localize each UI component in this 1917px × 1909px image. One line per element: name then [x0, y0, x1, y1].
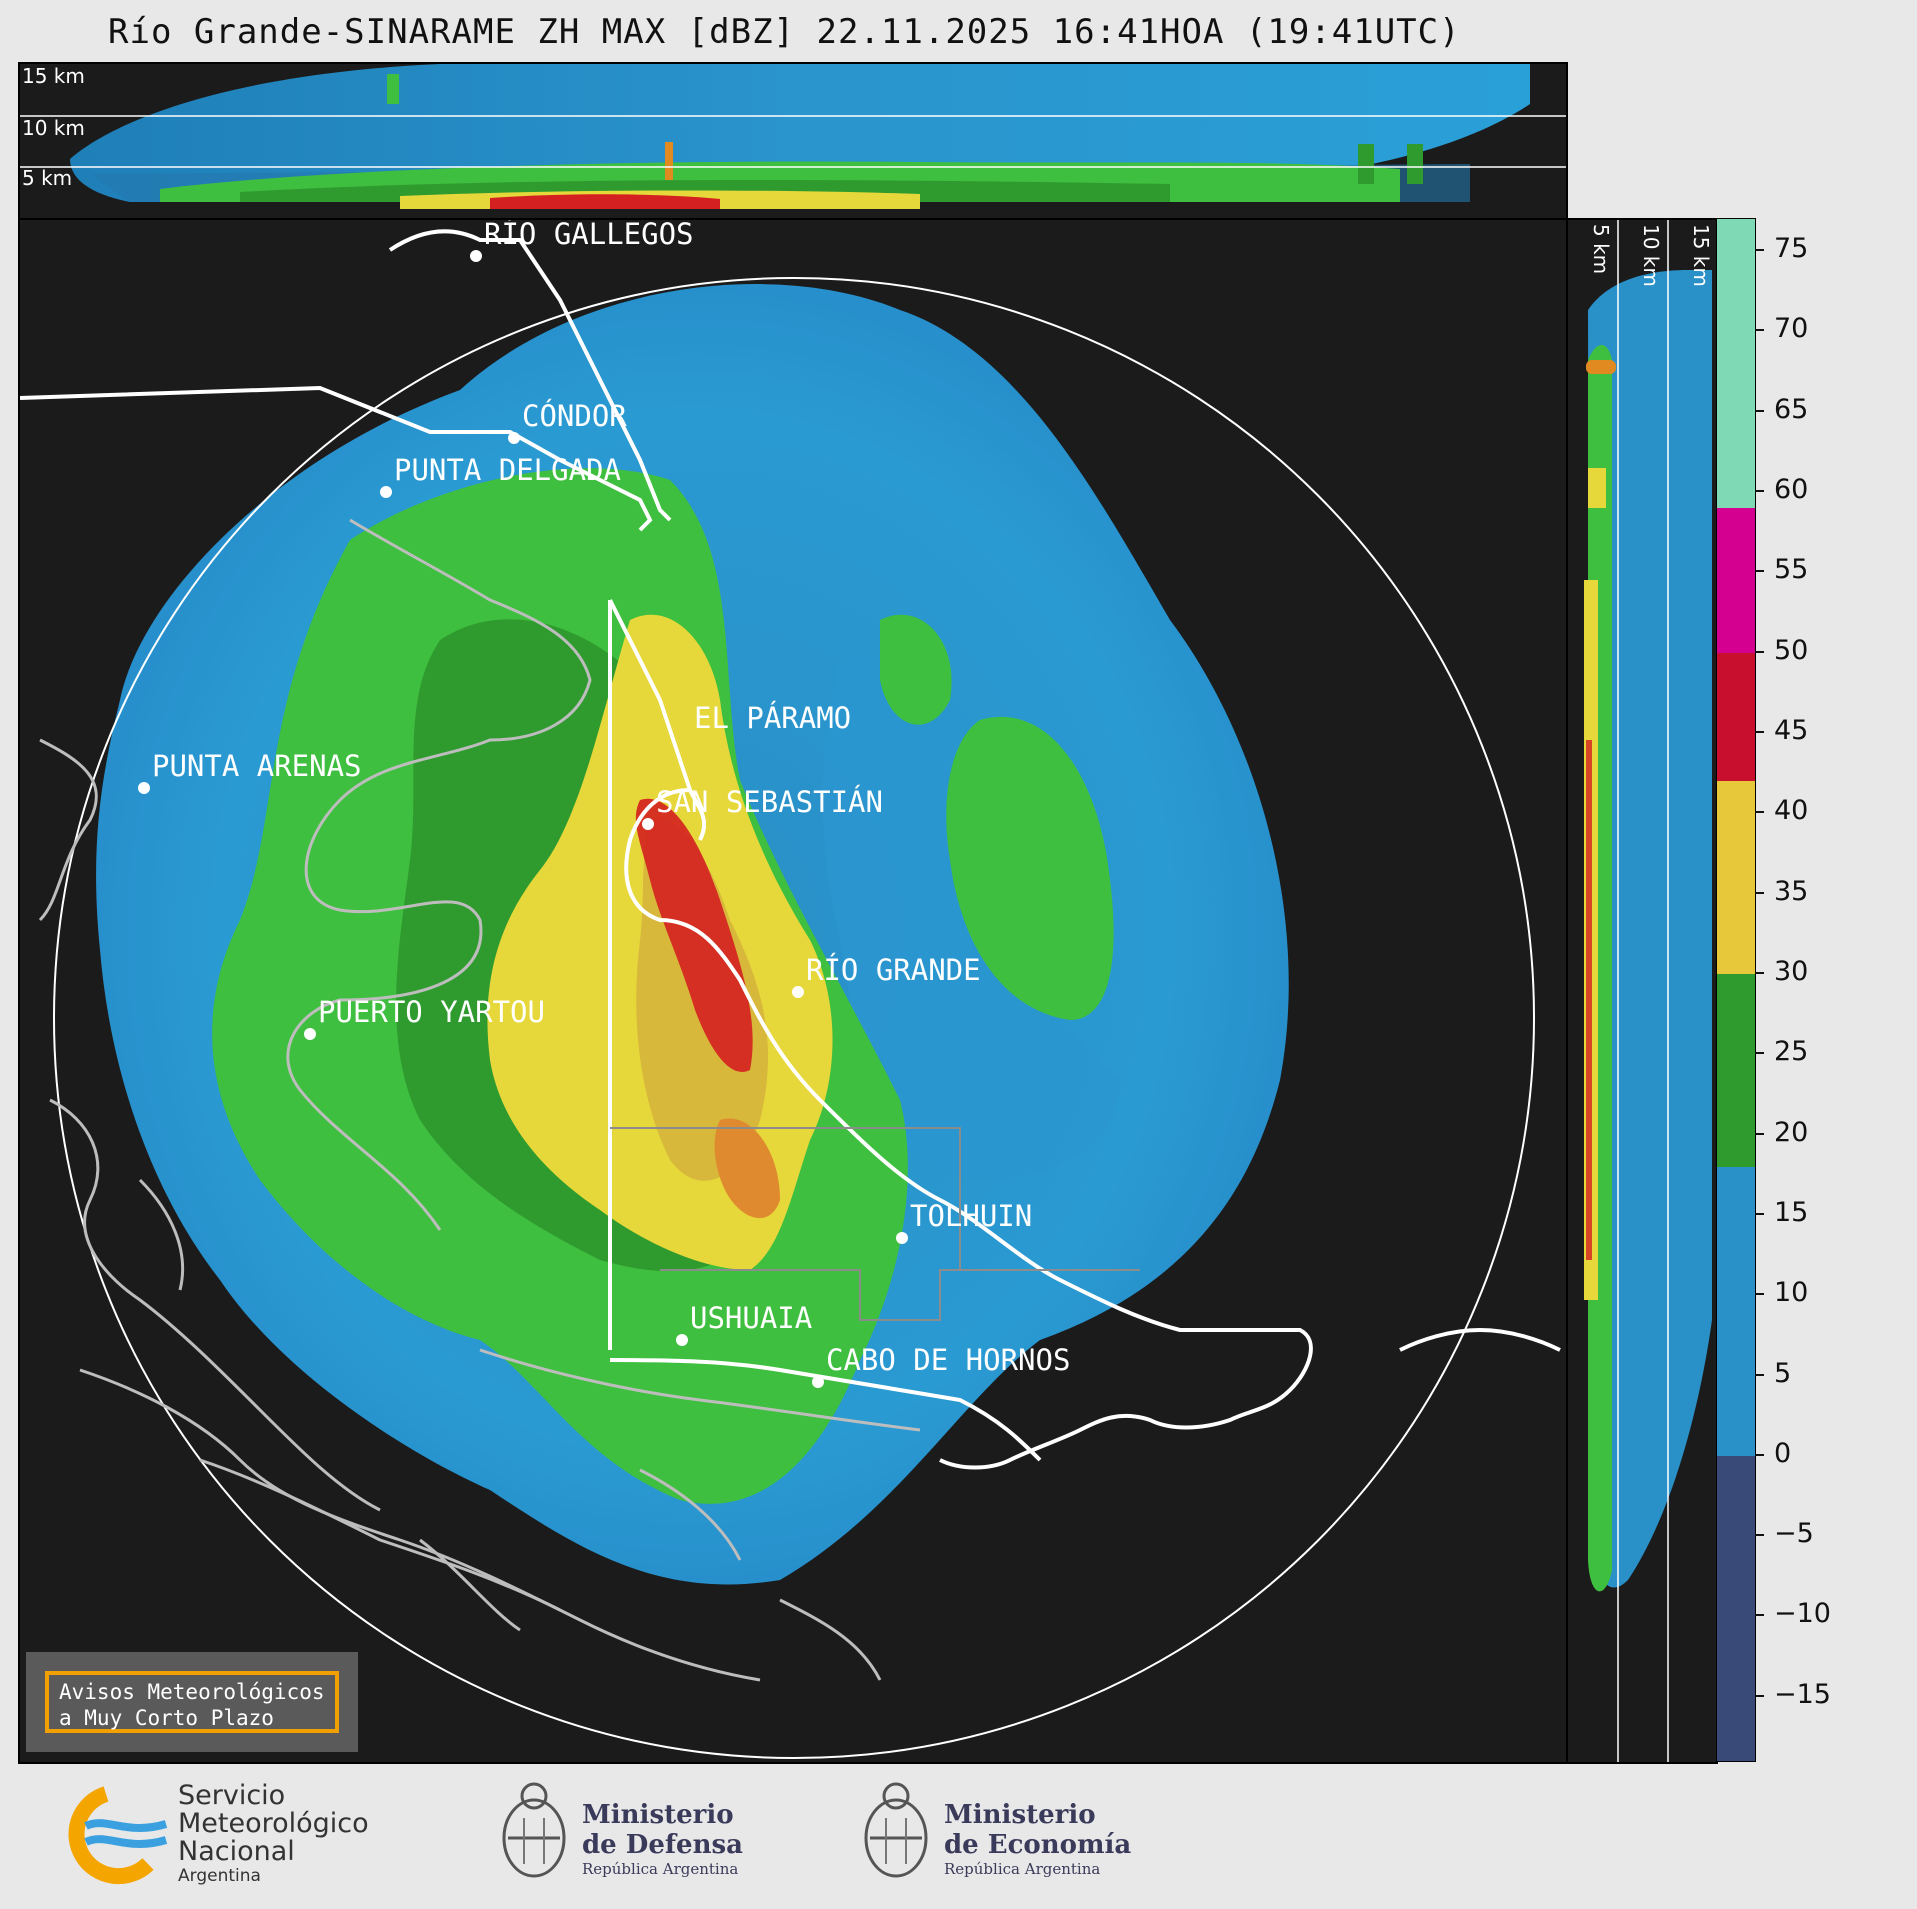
- svg-text:PUNTA DELGADA: PUNTA DELGADA: [394, 453, 621, 487]
- colorbar-band: [1717, 1455, 1755, 1761]
- colorbar-tick-mark: [1755, 1614, 1764, 1617]
- city-rio-gallegos: RÍO GALLEGOS: [470, 220, 694, 262]
- smn-line-4: Argentina: [178, 1866, 261, 1886]
- colorbar-tick-label: 75: [1774, 233, 1809, 265]
- colorbar-tick-label: 15: [1774, 1196, 1809, 1228]
- coastlines: [38, 518, 921, 1682]
- smn-line-2: Meteorológico: [178, 1808, 369, 1839]
- chart-title: Río Grande-SINARAME ZH MAX [dBZ] 22.11.2…: [108, 12, 1461, 52]
- colorbar-tick-mark: [1755, 1132, 1764, 1135]
- colorbar-band: [1717, 781, 1755, 974]
- colorbar-tick-mark: [1755, 650, 1764, 653]
- range-ring: [53, 277, 1535, 1759]
- svg-text:EL PÁRAMO: EL PÁRAMO: [694, 701, 851, 735]
- side-label-10km: 10 km: [1639, 224, 1663, 287]
- colorbar-band: [1717, 219, 1755, 509]
- coat-of-arms-icon: [864, 1782, 928, 1878]
- colorbar-tick-label: 0: [1774, 1437, 1792, 1469]
- alert-line-2: a Muy Corto Plazo: [59, 1706, 274, 1730]
- city-san-sebastian: SAN SEBASTIÁN: [642, 785, 883, 830]
- city-condor: CÓNDOR: [508, 399, 627, 444]
- colorbar-tick-label: 10: [1774, 1277, 1809, 1309]
- colorbar-tick-label: 25: [1774, 1036, 1809, 1068]
- colorbar-tick-mark: [1755, 1694, 1764, 1697]
- city-tolhuin: TOLHUIN: [896, 1199, 1032, 1244]
- colorbar-tick-label: 35: [1774, 875, 1809, 907]
- city-ushuaia: USHUAIA: [676, 1301, 812, 1346]
- colorbar-tick-mark: [1755, 409, 1764, 412]
- colorbar-band: [1717, 973, 1755, 1167]
- city-rio-grande: RÍO GRANDE: [792, 953, 981, 998]
- svg-text:PUERTO YARTOU: PUERTO YARTOU: [318, 995, 545, 1029]
- colorbar-band: [1717, 652, 1755, 782]
- colorbar-tick-label: 65: [1774, 393, 1809, 425]
- colorbar-tick-mark: [1755, 1212, 1764, 1215]
- colorbar-tick-mark: [1755, 490, 1764, 493]
- svg-text:CABO DE HORNOS: CABO DE HORNOS: [826, 1343, 1070, 1377]
- alert-box[interactable]: Avisos Meteorológicos a Muy Corto Plazo: [26, 1652, 358, 1752]
- svg-text:CÓNDOR: CÓNDOR: [522, 399, 627, 433]
- radar-map: RÍO GALLEGOS CÓNDOR PUNTA DELGADA EL PÁR…: [18, 218, 1568, 1764]
- colorbar-band: [1717, 508, 1755, 653]
- svg-text:RÍO GALLEGOS: RÍO GALLEGOS: [484, 220, 694, 251]
- colorbar-tick-mark: [1755, 1293, 1764, 1296]
- economia-line-1: Ministerio: [944, 1800, 1096, 1830]
- colorbar-tick-mark: [1755, 1052, 1764, 1055]
- echo-intense-area: [635, 798, 753, 1072]
- colorbar-tick-label: −5: [1774, 1518, 1814, 1550]
- dbz-colorbar: [1716, 218, 1756, 1762]
- side-label-15km: 15 km: [1689, 224, 1713, 287]
- colorbar-tick-label: 70: [1774, 313, 1809, 345]
- smn-line-1: Servicio: [178, 1780, 286, 1811]
- colorbar-tick-label: 45: [1774, 715, 1809, 746]
- colorbar-tick-label: 60: [1774, 474, 1809, 506]
- defensa-line-2: de Defensa: [582, 1830, 743, 1860]
- city-el-paramo: EL PÁRAMO: [694, 701, 851, 735]
- economia-line-3: República Argentina: [944, 1860, 1101, 1878]
- colorbar-tick-label: 50: [1774, 634, 1809, 666]
- colorbar-band: [1717, 1166, 1755, 1456]
- defensa-line-1: Ministerio: [582, 1800, 734, 1830]
- city-punta-delgada: PUNTA DELGADA: [380, 453, 621, 498]
- colorbar-tick-label: −10: [1774, 1598, 1831, 1630]
- colorbar-tick-mark: [1755, 1453, 1764, 1456]
- side-label-5km: 5 km: [1589, 224, 1613, 274]
- svg-text:USHUAIA: USHUAIA: [690, 1301, 812, 1335]
- colorbar-tick-mark: [1755, 811, 1764, 814]
- city-cabo-de-hornos: CABO DE HORNOS: [812, 1343, 1070, 1388]
- svg-text:SAN SEBASTIÁN: SAN SEBASTIÁN: [656, 785, 883, 819]
- colorbar-tick-mark: [1755, 891, 1764, 894]
- smn-line-3: Nacional: [178, 1836, 295, 1867]
- svg-text:PUNTA ARENAS: PUNTA ARENAS: [152, 749, 362, 783]
- colorbar-tick-label: 55: [1774, 554, 1809, 586]
- height-label-10km: 10 km: [22, 116, 85, 140]
- colorbar-tick-mark: [1755, 329, 1764, 332]
- colorbar-tick-mark: [1755, 570, 1764, 573]
- height-label-5km: 5 km: [22, 166, 72, 190]
- colorbar-tick-label: 20: [1774, 1116, 1809, 1148]
- defensa-line-3: República Argentina: [582, 1860, 739, 1878]
- colorbar-tick-mark: [1755, 1534, 1764, 1537]
- coat-of-arms-icon: [502, 1782, 566, 1878]
- svg-text:TOLHUIN: TOLHUIN: [910, 1199, 1032, 1233]
- colorbar-tick-label: 30: [1774, 955, 1809, 987]
- side-height-profile: 5 km 10 km 15 km: [1566, 218, 1718, 1764]
- colorbar-tick-label: −15: [1774, 1678, 1831, 1710]
- colorbar-tick-mark: [1755, 971, 1764, 974]
- colorbar-tick-mark: [1755, 249, 1764, 252]
- city-puerto-yartou: PUERTO YARTOU: [304, 995, 545, 1040]
- economia-line-2: de Economía: [944, 1830, 1132, 1860]
- city-punta-arenas: PUNTA ARENAS: [138, 749, 362, 794]
- colorbar-tick-mark: [1755, 1373, 1764, 1376]
- height-label-15km: 15 km: [22, 64, 85, 88]
- colorbar-tick-mark: [1755, 731, 1764, 733]
- svg-text:RÍO GRANDE: RÍO GRANDE: [806, 953, 981, 987]
- borders: [20, 229, 1561, 1470]
- alert-line-1: Avisos Meteorológicos: [59, 1680, 325, 1704]
- colorbar-tick-label: 5: [1774, 1357, 1792, 1389]
- top-height-profile: 15 km 10 km 5 km: [18, 62, 1568, 220]
- colorbar-tick-label: 40: [1774, 795, 1809, 827]
